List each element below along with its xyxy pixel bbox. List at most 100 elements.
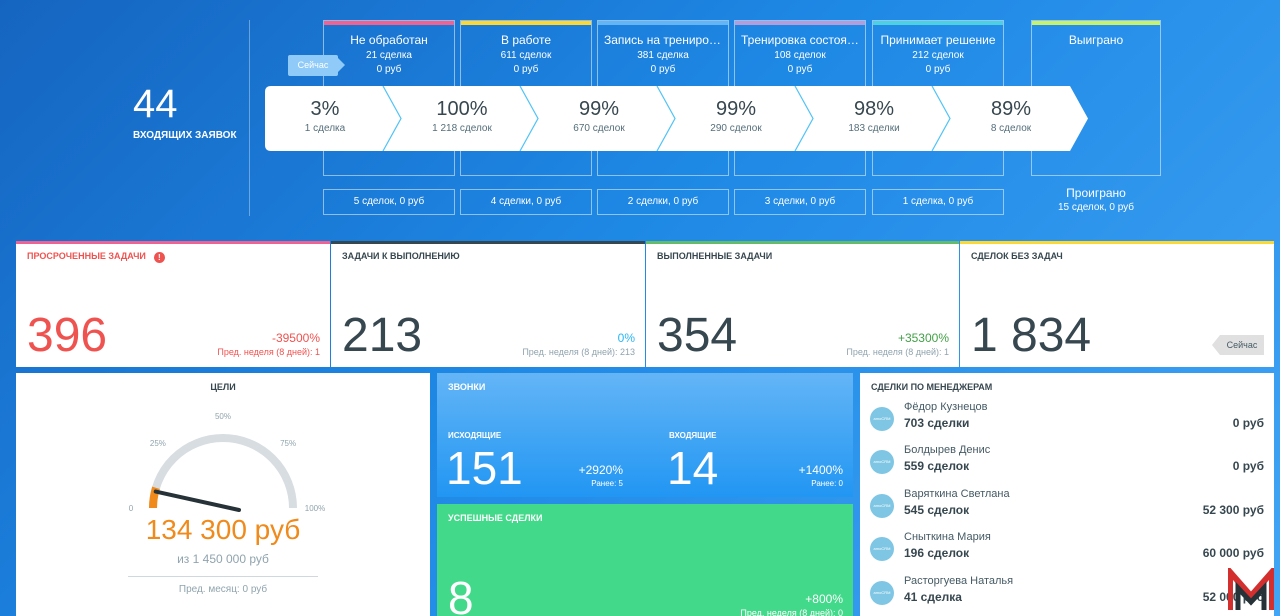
goals-panel[interactable]: ЦЕЛИ 0 25% 50% 75% 100% 134 300 руб из 1… (16, 373, 430, 616)
stage-lost-deals[interactable]: 3 сделки, 0 руб (734, 189, 866, 215)
conversion-pct: 99% (578, 98, 620, 120)
manager-deals: 196 сделок (904, 546, 970, 560)
manager-deals: 559 сделок (904, 459, 970, 473)
kpi-prev: Пред. неделя (8 дней): 213 (522, 347, 635, 357)
manager-deals: 545 сделок (904, 503, 970, 517)
deals-title: УСПЕШНЫЕ СДЕЛКИ (448, 513, 543, 523)
stage-lost-deals[interactable]: 4 сделки, 0 руб (460, 189, 592, 215)
stage-name: Принимает решение (880, 33, 996, 47)
calls-panel[interactable]: ЗВОНКИ ИСХОДЯЩИЕ 151 +2920% Ранее: 5 ВХО… (437, 373, 853, 497)
manager-sum: 60 000 руб (1202, 546, 1264, 560)
conversion-step: 98% 183 сделки (814, 86, 934, 151)
incoming-label: ВХОДЯЩИХ ЗАЯВОК (133, 130, 237, 141)
gauge-tick: 50% (215, 412, 231, 421)
conversion-step: 99% 670 сделок (539, 86, 659, 151)
stage-lost-deals[interactable]: 1 сделка, 0 руб (872, 189, 1004, 215)
incoming-calls-label: ВХОДЯЩИЕ (669, 431, 717, 440)
incoming-count: 44 (133, 82, 178, 126)
avatar: amoCRM (870, 450, 894, 474)
stage-sum: 0 руб (787, 64, 813, 75)
stage-lost-deals[interactable]: 5 сделок, 0 руб (323, 189, 455, 215)
stage-lost-deals[interactable]: 2 сделки, 0 руб (597, 189, 729, 215)
kpi-tasks-todo[interactable]: ЗАДАЧИ К ВЫПОЛНЕНИЮ 213 0% Пред. неделя … (331, 241, 645, 367)
kpi-title: ВЫПОЛНЕННЫЕ ЗАДАЧИ (657, 251, 773, 261)
won-name: Выиграно (1068, 33, 1124, 47)
manager-name: Сныткина Мария (904, 531, 991, 543)
kpi-title: ЗАДАЧИ К ВЫПОЛНЕНИЮ (342, 251, 460, 261)
gauge-track (149, 434, 297, 509)
goals-target: из 1 450 000 руб (177, 552, 269, 566)
stage-color-bar (735, 21, 865, 25)
manager-row[interactable]: amoCRM Сныткина Мария 196 сделок 60 000 … (870, 531, 1264, 567)
stage-color-bar (461, 21, 591, 25)
incoming-calls-value: 14 (667, 442, 719, 494)
gauge-needle (153, 489, 241, 512)
gauge-tick: 75% (280, 439, 296, 448)
manager-name: Расторгуева Наталья (904, 575, 1014, 587)
outgoing-earlier: Ранее: 5 (591, 479, 623, 488)
stage-color-bar (1032, 21, 1160, 25)
divider (249, 20, 250, 216)
managers-panel[interactable]: СДЕЛКИ ПО МЕНЕДЖЕРАМ amoCRM Фёдор Кузнец… (860, 373, 1274, 616)
conversion-pct: 98% (853, 98, 895, 120)
stage-sum: 0 руб (650, 64, 676, 75)
avatar: amoCRM (870, 581, 894, 605)
goals-gauge: 0 25% 50% 75% 100% (129, 412, 325, 513)
brand-logo-icon (1228, 568, 1274, 610)
stage-color-bar (598, 21, 728, 25)
now-tag: Сейчас (1212, 335, 1264, 355)
kpi-delta: -39500% (271, 331, 320, 345)
conversion-deals: 1 сделка (304, 123, 346, 134)
stage-color-bar (873, 21, 1003, 25)
stage-name: Не обработан (350, 33, 428, 47)
conversion-pct: 99% (715, 98, 757, 120)
deals-delta: +800% (805, 592, 843, 606)
manager-row[interactable]: amoCRM Фёдор Кузнецов 703 сделки 0 руб (870, 401, 1264, 437)
kpi-tasks-done[interactable]: ВЫПОЛНЕННЫЕ ЗАДАЧИ 354 +35300% Пред. нед… (646, 241, 959, 367)
incoming-calls-earlier: Ранее: 0 (811, 479, 843, 488)
kpi-delta: +35300% (897, 331, 949, 345)
manager-sum: 52 300 руб (1202, 503, 1264, 517)
avatar: amoCRM (870, 537, 894, 561)
kpi-prev: Пред. неделя (8 дней): 1 (217, 347, 320, 357)
conversion-pct: 100% (436, 98, 488, 120)
goals-divider (128, 576, 318, 577)
manager-row[interactable]: amoCRM Болдырев Денис 559 сделок 0 руб (870, 444, 1264, 480)
lost-sub: 15 сделок, 0 руб (1057, 202, 1135, 213)
gauge-tick: 100% (305, 504, 325, 513)
manager-name: Фёдор Кузнецов (904, 401, 988, 413)
incoming-requests: 44 ВХОДЯЩИХ ЗАЯВОК (133, 84, 237, 141)
alert-icon: ! (153, 252, 165, 263)
successful-deals-panel[interactable]: УСПЕШНЫЕ СДЕЛКИ 8 +800% Пред. неделя (8 … (437, 504, 853, 616)
kpi-title: СДЕЛОК БЕЗ ЗАДАЧ (971, 251, 1063, 261)
conversion-deals: 290 сделок (710, 123, 762, 134)
manager-name: Варяткина Светлана (904, 488, 1010, 500)
incoming-calls-delta: +1400% (798, 463, 843, 477)
deals-prev: Пред. неделя (8 дней): 0 (740, 608, 843, 616)
manager-row[interactable]: amoCRM Расторгуева Наталья 41 сделка 52 … (870, 575, 1264, 611)
conversion-pct: 3% (310, 98, 340, 120)
outgoing-label: ИСХОДЯЩИЕ (448, 431, 502, 440)
stage-color-bar (324, 21, 454, 25)
kpi-overdue-tasks[interactable]: ПРОСРОЧЕННЫЕ ЗАДАЧИ! 396 -39500% Пред. н… (16, 241, 330, 367)
kpi-title-text: ПРОСРОЧЕННЫЕ ЗАДАЧИ (27, 251, 146, 261)
conversion-step: 89% 8 сделок (951, 86, 1071, 151)
conversion-arrow-shape (265, 86, 1088, 151)
stage-lost[interactable]: Проиграно 15 сделок, 0 руб (1031, 186, 1161, 213)
manager-row[interactable]: amoCRM Варяткина Светлана 545 сделок 52 … (870, 488, 1264, 524)
kpi-delta: 0% (617, 331, 635, 345)
stage-name: Запись на тренировку (604, 33, 727, 47)
gauge-fill (149, 486, 160, 509)
now-tag: Сейчас (288, 55, 345, 76)
stage-sum: 0 руб (513, 64, 539, 75)
conversion-step: 3% 1 сделка (265, 86, 385, 151)
conversion-pct: 89% (990, 98, 1032, 120)
kpi-deals-without-tasks[interactable]: СДЕЛОК БЕЗ ЗАДАЧ 1 834 Сейчас (960, 241, 1274, 367)
gauge-tick: 25% (150, 439, 166, 448)
avatar: amoCRM (870, 494, 894, 518)
kpi-color-bar (16, 241, 330, 244)
kpi-color-bar (960, 241, 1274, 244)
sales-funnel: 44 ВХОДЯЩИХ ЗАЯВОК Не обработан 21 сделк… (0, 0, 1280, 236)
goals-prev: Пред. месяц: 0 руб (178, 584, 268, 595)
stage-name: Тренировка состоялась (741, 33, 865, 47)
